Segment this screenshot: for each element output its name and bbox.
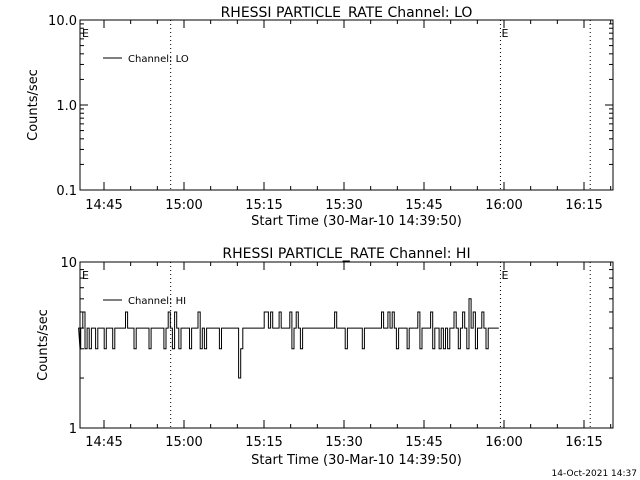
series-line [78, 298, 499, 379]
x-tick-label: 15:15 [245, 198, 282, 213]
plot-frame [79, 19, 614, 191]
x-tick-label: 15:45 [405, 435, 442, 450]
x-tick-label: 14:45 [85, 198, 122, 213]
x-tick-label: 16:15 [565, 198, 602, 213]
x-tick-label: 16:00 [485, 435, 522, 450]
y-tick-label: 1 [69, 422, 77, 437]
x-tick-label: 16:15 [565, 435, 602, 450]
y-axis-label: Counts/sec [26, 69, 41, 141]
y-tick-label: 1.0 [56, 99, 77, 114]
x-tick-label: 15:15 [245, 435, 282, 450]
corner-label: E [82, 269, 89, 282]
x-tick-label: 14:45 [85, 435, 122, 450]
x-tick-label: 15:30 [325, 198, 362, 213]
footer-timestamp: 14-Oct-2021 14:37 [552, 469, 637, 479]
x-tick-label: 15:00 [165, 198, 202, 213]
corner-label: E [82, 27, 89, 40]
legend-label: Channel: HI [128, 296, 186, 307]
vline-label: E [501, 269, 508, 282]
y-tick-label: 0.1 [56, 184, 77, 199]
y-axis-label: Counts/sec [36, 309, 51, 381]
legend-label: Channel: LO [128, 54, 189, 65]
x-axis-label: Start Time (30-Mar-10 14:39:50) [251, 214, 462, 229]
plot-frame [79, 261, 614, 429]
y-tick-label: 10 [60, 256, 77, 271]
x-tick-label: 15:00 [165, 435, 202, 450]
chart-panel-hi: RHESSI PARTICLE_RATE Channel: HI 1 10 Count… [36, 246, 614, 468]
x-tick-label: 15:30 [325, 435, 362, 450]
x-tick-label: 15:45 [405, 198, 442, 213]
x-tick-label: 16:00 [485, 198, 522, 213]
chart-title: RHESSI PARTICLE_RATE Channel: HI [222, 246, 470, 262]
vline-label: E [501, 27, 508, 40]
chart-title: RHESSI PARTICLE_RATE Channel: LO [221, 5, 473, 21]
y-tick-label: 10.0 [48, 14, 77, 29]
x-axis-label: Start Time (30-Mar-10 14:39:50) [251, 453, 462, 468]
chart-panel-lo: RHESSI PARTICLE_RATE Channel: LO 0.1 1.0 10… [26, 5, 614, 229]
